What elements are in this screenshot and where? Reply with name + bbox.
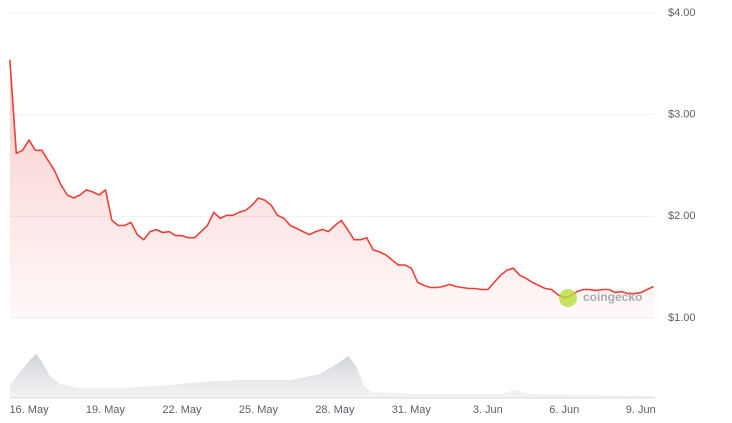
x-tick-label: 6. Jun [549,404,579,416]
x-tick-label: 31. May [392,404,432,416]
x-tick-label: 25. May [239,404,279,416]
watermark-text: coingecko [583,290,642,304]
price-area [9,59,654,319]
volume-area [10,354,655,398]
watermark-logo [559,289,577,307]
y-tick-label: $1.00 [668,312,696,324]
price-line [9,59,654,299]
x-tick-label: 16. May [9,404,49,416]
y-tick-label: $2.00 [668,210,696,222]
watermark: coingecko [559,289,642,307]
x-tick-label: 22. May [162,404,202,416]
x-tick-label: 9. Jun [626,404,656,416]
x-tick-label: 19. May [86,404,126,416]
x-tick-label: 3. Jun [473,404,503,416]
x-tick-label: 28. May [315,404,355,416]
y-tick-label: $3.00 [668,109,696,121]
y-tick-label: $4.00 [668,7,696,19]
